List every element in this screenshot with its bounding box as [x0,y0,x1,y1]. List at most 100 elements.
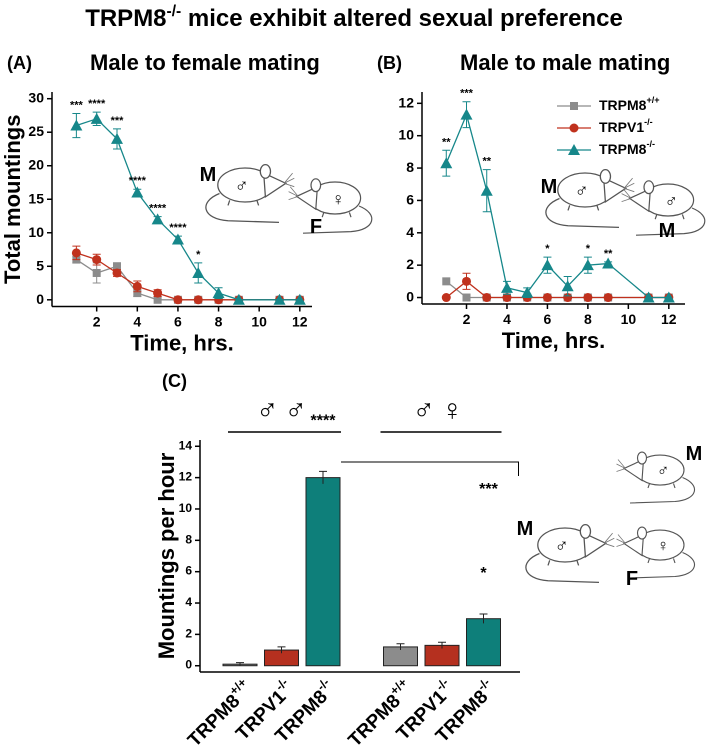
marker [442,277,451,286]
error-bar [277,646,286,654]
mouse-feet [647,558,676,564]
mouse-head [622,458,645,482]
mouse-icon [545,168,635,229]
marker [568,144,580,155]
y-tick-label: 10 [28,223,44,239]
x-axis-label: Time, hrs. [502,328,606,353]
mouse-ear [259,163,272,179]
marker [563,293,573,303]
mouse-whiskers [621,188,632,202]
marker [662,291,675,303]
significance-label: **** [311,413,337,430]
y-tick-label: 6 [406,191,414,207]
mouse-label: F [310,216,322,238]
marker [111,132,123,144]
mouse-feet [227,200,260,206]
mouse-label: M [686,443,703,465]
error-bar [396,643,405,651]
significance-label: * [196,249,201,261]
mouse-head [628,187,652,213]
marker [583,293,593,303]
x-axis-label: Time, hrs. [130,330,234,355]
significance-label: **** [129,175,147,187]
bar [466,618,501,667]
marker [212,287,225,299]
mouse-tail [545,197,620,229]
marker [133,289,142,298]
mouse-head [622,533,645,557]
x-tick-label: 2 [93,313,101,329]
significance-label: * [480,565,487,582]
gender-symbol: ♂ [665,191,678,211]
error-bar [438,641,446,649]
gender-symbol: ♂ [575,180,589,201]
marker [480,184,493,196]
error-bar [319,470,327,484]
mouse-label: M [517,518,534,540]
mouse-whiskers [603,532,615,548]
marker [70,119,83,131]
error-bar [479,613,488,624]
marker [193,295,203,305]
mouse-tail [302,205,373,234]
x-tick-label: 8 [215,313,223,329]
mouse-tail [525,552,600,584]
marker [441,293,451,303]
mouse-whiskers [283,172,295,188]
significance-label: **** [149,203,167,215]
y-tick-label: 0 [406,288,414,304]
y-tick-label: 8 [406,159,414,175]
y-tick-label: 10 [179,501,193,515]
mouse-ear [636,451,648,465]
marker [521,286,534,298]
gender-symbol: ♂ [555,535,569,556]
series-line [76,259,300,301]
marker [500,281,513,293]
mouse-ear [579,523,592,539]
y-tick-label: 10 [398,126,414,142]
y-tick-label: 0 [36,291,44,307]
gender-symbol: ♂ [235,175,249,196]
y-tick-label: 4 [406,223,414,239]
series-line [445,280,669,299]
significance-label: *** [460,88,474,100]
marker [192,266,205,278]
mouse-head [582,532,608,559]
y-tick-label: 2 [406,256,414,272]
mouse-feet [321,212,352,218]
chart-title: Male to male mating [460,50,670,75]
marker [440,157,453,169]
mouse-feet [647,483,676,489]
y-tick-label: 15 [28,190,44,206]
mouse-whiskers [616,459,626,472]
comparison-label: *** [479,481,498,498]
y-tick-label: 20 [28,156,44,172]
panel-label: (B) [377,53,402,73]
marker [90,112,103,124]
mouse-feet [567,205,600,211]
series-line [76,118,300,301]
mouse-label: M [200,164,217,186]
mouse-feet [654,214,685,220]
gender-symbol: ♀ [332,189,345,209]
marker [173,295,183,305]
mouse-ear [636,526,648,540]
mouse-icon [621,180,706,236]
marker [561,280,574,292]
mouse-whiskers [288,186,299,200]
x-tick-label: 4 [133,313,141,329]
y-tick-label: 0 [185,658,192,672]
mouse-head [295,185,319,211]
gender-symbol: ♀ [657,537,669,555]
x-tick-label: 6 [544,311,552,327]
mouse-ear [643,180,655,195]
marker [462,276,472,286]
y-tick-label: 8 [185,532,192,546]
figure-title: TRPM8-/- mice exhibit altered sexual pre… [85,3,623,33]
y-tick-label: 4 [185,595,192,609]
marker [132,281,142,291]
marker [642,291,655,303]
marker [153,288,163,298]
error-bar [236,662,244,666]
marker [232,293,245,305]
